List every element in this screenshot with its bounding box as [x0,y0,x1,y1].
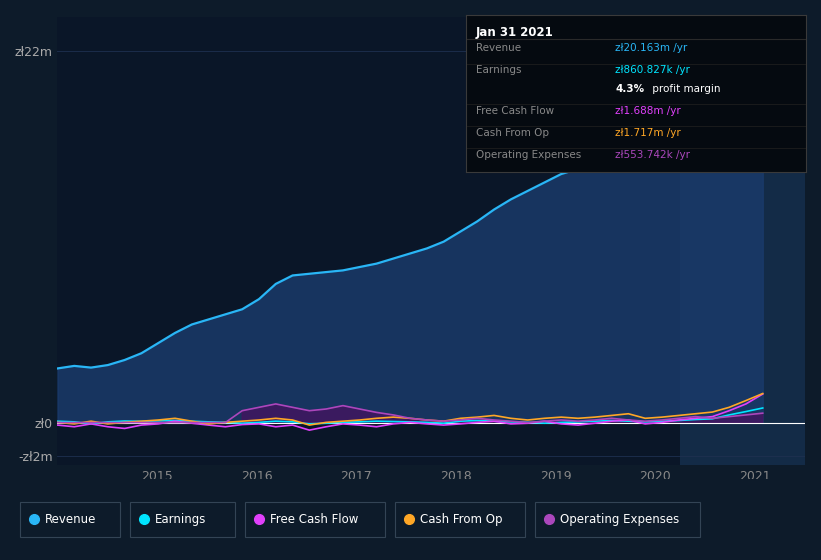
Bar [535,502,700,536]
Text: Operating Expenses: Operating Expenses [560,513,679,526]
Text: Jan 31 2021: Jan 31 2021 [475,26,553,39]
Bar [395,502,525,536]
Bar [20,502,120,536]
Text: zł1.688m /yr: zł1.688m /yr [616,106,681,116]
Text: Free Cash Flow: Free Cash Flow [475,106,554,116]
Text: profit margin: profit margin [649,84,721,94]
Text: zł860.827k /yr: zł860.827k /yr [616,66,690,75]
Text: Free Cash Flow: Free Cash Flow [270,513,359,526]
Bar [680,17,805,465]
Text: Revenue: Revenue [45,513,96,526]
Text: zł553.742k /yr: zł553.742k /yr [616,150,690,160]
Text: Cash From Op: Cash From Op [420,513,502,526]
Text: 4.3%: 4.3% [616,84,644,94]
Text: Earnings: Earnings [475,66,521,75]
Bar [130,502,235,536]
Bar [245,502,385,536]
Text: Earnings: Earnings [155,513,206,526]
Text: Revenue: Revenue [475,43,521,53]
Text: Operating Expenses: Operating Expenses [475,150,581,160]
Text: Cash From Op: Cash From Op [475,128,548,138]
Text: zł1.717m /yr: zł1.717m /yr [616,128,681,138]
Text: zł20.163m /yr: zł20.163m /yr [616,43,688,53]
